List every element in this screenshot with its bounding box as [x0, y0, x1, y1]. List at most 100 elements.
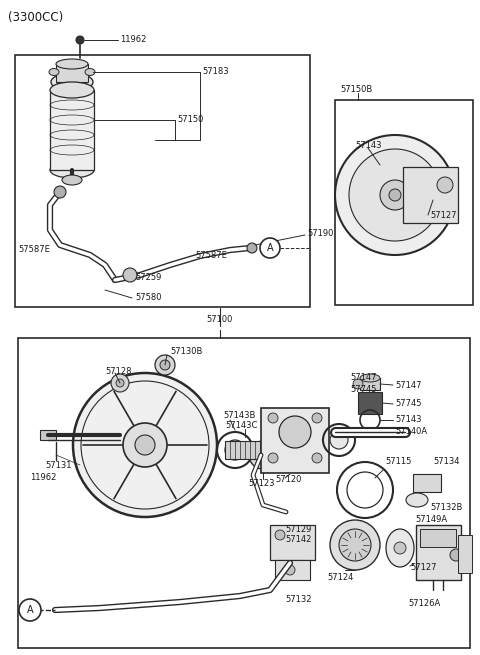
- Bar: [15, 55, 310, 307]
- Text: 57150B: 57150B: [340, 86, 372, 94]
- Text: 57124: 57124: [327, 572, 353, 582]
- Bar: [420, 529, 456, 547]
- Text: 57123: 57123: [248, 479, 275, 487]
- Text: 57143: 57143: [395, 415, 421, 424]
- Ellipse shape: [56, 59, 88, 69]
- Circle shape: [160, 360, 170, 370]
- Bar: [56, 64, 88, 82]
- Text: 57142: 57142: [285, 536, 312, 544]
- Ellipse shape: [406, 493, 428, 507]
- Text: 57127: 57127: [410, 563, 436, 572]
- Circle shape: [19, 599, 41, 621]
- Text: 57129: 57129: [285, 525, 312, 534]
- Text: 57143B: 57143B: [223, 411, 255, 421]
- Ellipse shape: [386, 529, 414, 567]
- Ellipse shape: [49, 69, 59, 75]
- Ellipse shape: [50, 82, 94, 98]
- Circle shape: [247, 243, 257, 253]
- Circle shape: [339, 529, 371, 561]
- Bar: [225, 441, 265, 459]
- Circle shape: [275, 530, 285, 540]
- Text: 57190: 57190: [307, 229, 334, 238]
- Circle shape: [268, 453, 278, 463]
- Ellipse shape: [62, 175, 82, 185]
- Circle shape: [437, 177, 453, 193]
- Bar: [360, 378, 380, 390]
- Text: 57147: 57147: [395, 381, 421, 390]
- Text: 57132B: 57132B: [430, 502, 462, 512]
- Text: 57580: 57580: [135, 293, 161, 303]
- Circle shape: [256, 448, 270, 462]
- Bar: [458, 535, 472, 573]
- Text: A: A: [267, 243, 273, 253]
- Text: 57147: 57147: [350, 373, 376, 383]
- Circle shape: [394, 542, 406, 554]
- Circle shape: [380, 180, 410, 210]
- Text: 57115: 57115: [385, 457, 411, 466]
- Circle shape: [155, 355, 175, 375]
- Circle shape: [260, 238, 280, 258]
- Circle shape: [353, 379, 363, 389]
- Bar: [261, 407, 329, 472]
- Text: 57131: 57131: [45, 460, 72, 470]
- Ellipse shape: [85, 69, 95, 75]
- Circle shape: [73, 373, 217, 517]
- Text: 57745: 57745: [395, 400, 421, 409]
- Text: 57587E: 57587E: [195, 250, 227, 259]
- Ellipse shape: [360, 374, 380, 382]
- Text: 57587E: 57587E: [18, 246, 50, 255]
- Circle shape: [330, 431, 348, 449]
- Text: A: A: [27, 605, 33, 615]
- Circle shape: [389, 189, 401, 201]
- Text: 57149A: 57149A: [415, 515, 447, 525]
- Bar: [275, 560, 310, 580]
- Circle shape: [249, 441, 277, 469]
- Text: 57140A: 57140A: [395, 428, 427, 436]
- Bar: [335, 100, 473, 305]
- Circle shape: [335, 135, 455, 255]
- Text: 57128: 57128: [105, 367, 132, 375]
- Text: 57120: 57120: [275, 476, 301, 485]
- Text: (3300CC): (3300CC): [8, 12, 63, 24]
- Circle shape: [312, 413, 322, 423]
- Ellipse shape: [51, 73, 93, 91]
- Text: 57150: 57150: [177, 115, 204, 124]
- Bar: [403, 167, 458, 223]
- Circle shape: [268, 413, 278, 423]
- Bar: [416, 525, 461, 580]
- Circle shape: [450, 549, 462, 561]
- Circle shape: [111, 374, 129, 392]
- Ellipse shape: [50, 162, 94, 178]
- Circle shape: [285, 565, 295, 575]
- Circle shape: [123, 423, 167, 467]
- Bar: [413, 474, 441, 492]
- Circle shape: [312, 453, 322, 463]
- Circle shape: [123, 268, 137, 282]
- Text: 11962: 11962: [30, 474, 56, 483]
- Circle shape: [349, 149, 441, 241]
- Text: 57745: 57745: [350, 386, 376, 394]
- Text: 57183: 57183: [202, 67, 228, 77]
- Text: 57134: 57134: [433, 457, 459, 466]
- Text: 11962: 11962: [120, 35, 146, 45]
- Circle shape: [225, 440, 245, 460]
- Circle shape: [279, 416, 311, 448]
- Text: 57126A: 57126A: [408, 599, 440, 607]
- Text: 57259: 57259: [135, 272, 161, 282]
- Text: 57127: 57127: [430, 210, 456, 219]
- Circle shape: [116, 379, 124, 387]
- Text: 57132: 57132: [285, 595, 312, 605]
- Text: 57143: 57143: [355, 141, 382, 149]
- Circle shape: [76, 36, 84, 44]
- Bar: [40, 430, 56, 440]
- Text: 57143C: 57143C: [225, 421, 257, 430]
- Bar: [50, 90, 94, 170]
- Circle shape: [54, 186, 66, 198]
- Bar: [358, 392, 382, 414]
- Bar: [270, 525, 315, 560]
- Bar: [18, 338, 470, 648]
- Circle shape: [330, 520, 380, 570]
- Text: 57100: 57100: [207, 316, 233, 324]
- Ellipse shape: [57, 76, 87, 88]
- Text: 57130B: 57130B: [170, 346, 203, 356]
